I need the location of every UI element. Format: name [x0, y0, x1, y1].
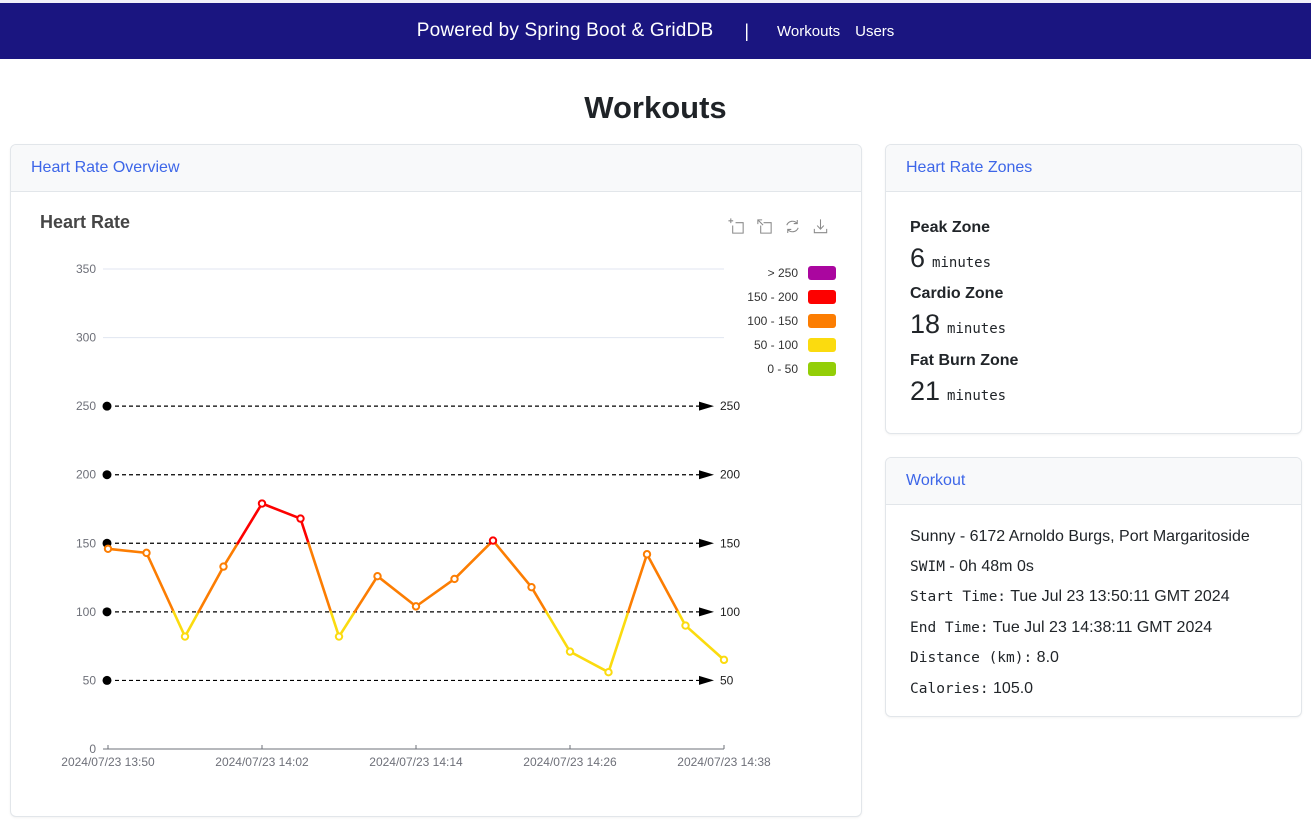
zoom-reset-icon[interactable]: [755, 217, 774, 236]
workout-field-value: Tue Jul 23 13:50:11 GMT 2024: [1006, 588, 1230, 605]
svg-text:0: 0: [89, 742, 96, 756]
svg-text:50: 50: [83, 673, 97, 687]
save-image-icon[interactable]: [811, 217, 830, 236]
zone-label: Cardio Zone: [910, 285, 1277, 303]
legend-label: 100 - 150: [747, 314, 798, 328]
workout-card-body: Sunny - 6172 Arnoldo Burgs, Port Margari…: [886, 505, 1301, 717]
legend-label: 150 - 200: [747, 290, 798, 304]
workout-activity: SWIM - 0h 48m 0s: [910, 557, 1277, 577]
zone-value: 18 minutes: [910, 310, 1277, 338]
workout-field-value: 8.0: [1032, 649, 1059, 666]
zoom-select-icon[interactable]: [727, 217, 746, 236]
zone-minutes-number: 6: [910, 244, 925, 272]
workout-field: Calories: 105.0: [910, 679, 1277, 699]
workout-field: Distance (km): 8.0: [910, 648, 1277, 668]
main-content: Heart Rate Overview 0 50 100 150 200 250 300 35…: [0, 144, 1311, 837]
legend-swatch: [808, 314, 836, 328]
svg-text:250: 250: [720, 399, 740, 413]
svg-text:150: 150: [76, 536, 96, 550]
nav-link-workouts[interactable]: Workouts: [777, 23, 840, 40]
zones-card-body: Peak Zone 6 minutes Cardio Zone 18 minut…: [886, 192, 1301, 434]
right-column: Heart Rate Zones Peak Zone 6 minutes Car…: [885, 144, 1302, 717]
svg-text:200: 200: [720, 468, 740, 482]
heart-rate-overview-card: Heart Rate Overview 0 50 100 150 200 250 300 35…: [10, 144, 862, 817]
zone-minutes-number: 18: [910, 310, 940, 338]
svg-text:2024/07/23 14:14: 2024/07/23 14:14: [369, 755, 463, 769]
legend-label: 0 - 50: [767, 362, 798, 376]
legend-item[interactable]: 100 - 150: [747, 309, 836, 333]
workout-field: Start Time: Tue Jul 23 13:50:11 GMT 2024: [910, 587, 1277, 607]
navbar-links: Workouts Users: [777, 23, 894, 40]
svg-text:2024/07/23 14:26: 2024/07/23 14:26: [523, 755, 617, 769]
zone-value: 6 minutes: [910, 244, 1277, 272]
svg-text:100: 100: [76, 605, 96, 619]
svg-text:2024/07/23 13:50: 2024/07/23 13:50: [61, 755, 155, 769]
svg-text:350: 350: [76, 262, 96, 276]
zone-value: 21 minutes: [910, 377, 1277, 405]
svg-text:2024/07/23 14:02: 2024/07/23 14:02: [215, 755, 309, 769]
workout-header-link[interactable]: Workout: [906, 472, 965, 489]
legend-swatch: [808, 266, 836, 280]
zone-minutes-unit: minutes: [932, 255, 991, 271]
legend-item[interactable]: > 250: [747, 261, 836, 285]
overview-card-header: Heart Rate Overview: [11, 145, 861, 192]
chart-canvas[interactable]: 0 50 100 150 200 250 300 350 2024/07/23 13:50 202…: [23, 204, 849, 802]
zones-card-header: Heart Rate Zones: [886, 145, 1301, 192]
zone-minutes-unit: minutes: [947, 388, 1006, 404]
svg-text:300: 300: [76, 331, 96, 345]
page-title: Workouts: [0, 89, 1311, 127]
workout-field-value: 105.0: [989, 680, 1033, 697]
navbar: Powered by Spring Boot & GridDB | Workou…: [0, 3, 1311, 59]
svg-text:150: 150: [720, 536, 740, 550]
workout-card-header: Workout: [886, 458, 1301, 505]
zone-label: Fat Burn Zone: [910, 352, 1277, 370]
heart-rate-chart[interactable]: 0 50 100 150 200 250 300 350 2024/07/23 13:50 202…: [23, 204, 849, 802]
workout-activity-duration: - 0h 48m 0s: [945, 558, 1034, 575]
workout-activity-code: SWIM: [910, 559, 945, 575]
zones-header-link[interactable]: Heart Rate Zones: [906, 159, 1032, 176]
overview-header-link[interactable]: Heart Rate Overview: [31, 159, 180, 176]
zone-label: Peak Zone: [910, 219, 1277, 237]
visual-map-legend: > 250 150 - 200 100 - 150 50 - 100 0 - 50: [747, 261, 836, 381]
zone-minutes-unit: minutes: [947, 321, 1006, 337]
workout-field-label: End Time:: [910, 620, 989, 636]
workout-summary: Sunny - 6172 Arnoldo Burgs, Port Margari…: [910, 527, 1277, 546]
legend-label: > 250: [768, 266, 798, 280]
svg-text:200: 200: [76, 468, 96, 482]
workout-field-value: Tue Jul 23 14:38:11 GMT 2024: [989, 619, 1213, 636]
chart-card-body: 0 50 100 150 200 250 300 350 2024/07/23 13:50 202…: [11, 192, 861, 814]
workout-card: Workout Sunny - 6172 Arnoldo Burgs, Port…: [885, 457, 1302, 717]
workout-field-label: Calories:: [910, 681, 989, 697]
nav-link-users[interactable]: Users: [855, 23, 894, 40]
navbar-separator: |: [744, 21, 749, 42]
legend-swatch: [808, 290, 836, 304]
legend-swatch: [808, 338, 836, 352]
legend-swatch: [808, 362, 836, 376]
svg-text:100: 100: [720, 605, 740, 619]
svg-text:50: 50: [720, 673, 734, 687]
legend-item[interactable]: 0 - 50: [747, 357, 836, 381]
navbar-brand: Powered by Spring Boot & GridDB: [417, 20, 714, 42]
legend-item[interactable]: 50 - 100: [747, 333, 836, 357]
svg-text:250: 250: [76, 399, 96, 413]
svg-text:2024/07/23 14:38: 2024/07/23 14:38: [677, 755, 771, 769]
restore-icon[interactable]: [783, 217, 802, 236]
workout-field-label: Distance (km):: [910, 650, 1032, 666]
workout-field-label: Start Time:: [910, 589, 1006, 605]
legend-label: 50 - 100: [754, 338, 798, 352]
chart-title: Heart Rate: [40, 212, 130, 233]
chart-toolbox: [727, 217, 830, 236]
workout-field: End Time: Tue Jul 23 14:38:11 GMT 2024: [910, 618, 1277, 638]
legend-item[interactable]: 150 - 200: [747, 285, 836, 309]
zone-minutes-number: 21: [910, 377, 940, 405]
heart-rate-zones-card: Heart Rate Zones Peak Zone 6 minutes Car…: [885, 144, 1302, 434]
